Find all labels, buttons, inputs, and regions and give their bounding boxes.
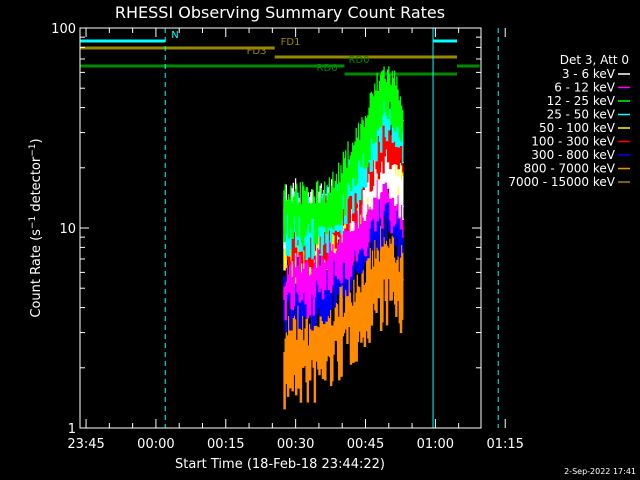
y-axis-ticks: 1 10 100 (51, 22, 481, 437)
legend-label: 50 - 100 keV (539, 121, 616, 135)
y-tick-label: 10 (59, 222, 76, 237)
legend-label: 6 - 12 keV (554, 81, 616, 95)
y-axis-label-end: ) (29, 138, 44, 143)
series-line (283, 163, 404, 321)
legend-label: 3 - 6 keV (562, 67, 616, 81)
y-tick-label: 100 (51, 22, 76, 37)
y-axis-label-sup1: −1 (28, 216, 38, 229)
flag-label: RD0 (349, 55, 370, 66)
series-line (283, 225, 404, 410)
flag-label: FD3 (247, 46, 267, 57)
y-axis-label-main: Count Rate (s (29, 229, 44, 318)
legend-label: 800 - 7000 keV (524, 162, 616, 176)
x-tick-label: 01:00 (417, 437, 454, 452)
status-flags: N FD1 FD3 RD0 RD6 (80, 30, 480, 76)
x-tick-label: 23:45 (67, 437, 104, 452)
data-series (283, 66, 404, 410)
legend-label: 300 - 800 keV (531, 148, 615, 162)
flag-label: N (171, 30, 178, 41)
chart-title: RHESSI Observing Summary Count Rates (115, 3, 445, 22)
legend-label: 12 - 25 keV (547, 94, 616, 108)
x-tick-label: 00:45 (347, 437, 384, 452)
legend-title: Det 3, Att 0 (560, 53, 629, 67)
flag-label: RD6 (317, 63, 338, 74)
x-tick-label: 00:30 (277, 437, 314, 452)
legend-label: 100 - 300 keV (531, 135, 615, 149)
y-axis-label-mid: detector (29, 156, 44, 216)
series-line (283, 66, 404, 247)
x-tick-label: 01:15 (486, 437, 523, 452)
y-tick-label: 1 (68, 422, 76, 437)
footer-date: 2-Sep-2022 17:41 (564, 467, 636, 476)
x-axis-label: Start Time (18-Feb-18 23:44:22) (175, 457, 385, 472)
legend-label: 7000 - 15000 keV (508, 175, 615, 189)
x-tick-label: 00:00 (137, 437, 174, 452)
y-axis-label: Count Rate (s−1 detector−1) (28, 138, 44, 317)
x-axis-ticks: 23:45 00:00 00:15 00:30 00:45 01:00 01:15 (67, 28, 524, 452)
y-axis-label-sup2: −1 (28, 143, 38, 156)
legend-label: 25 - 50 keV (547, 108, 616, 122)
x-tick-label: 00:15 (207, 437, 244, 452)
flag-label: FD1 (281, 37, 301, 48)
